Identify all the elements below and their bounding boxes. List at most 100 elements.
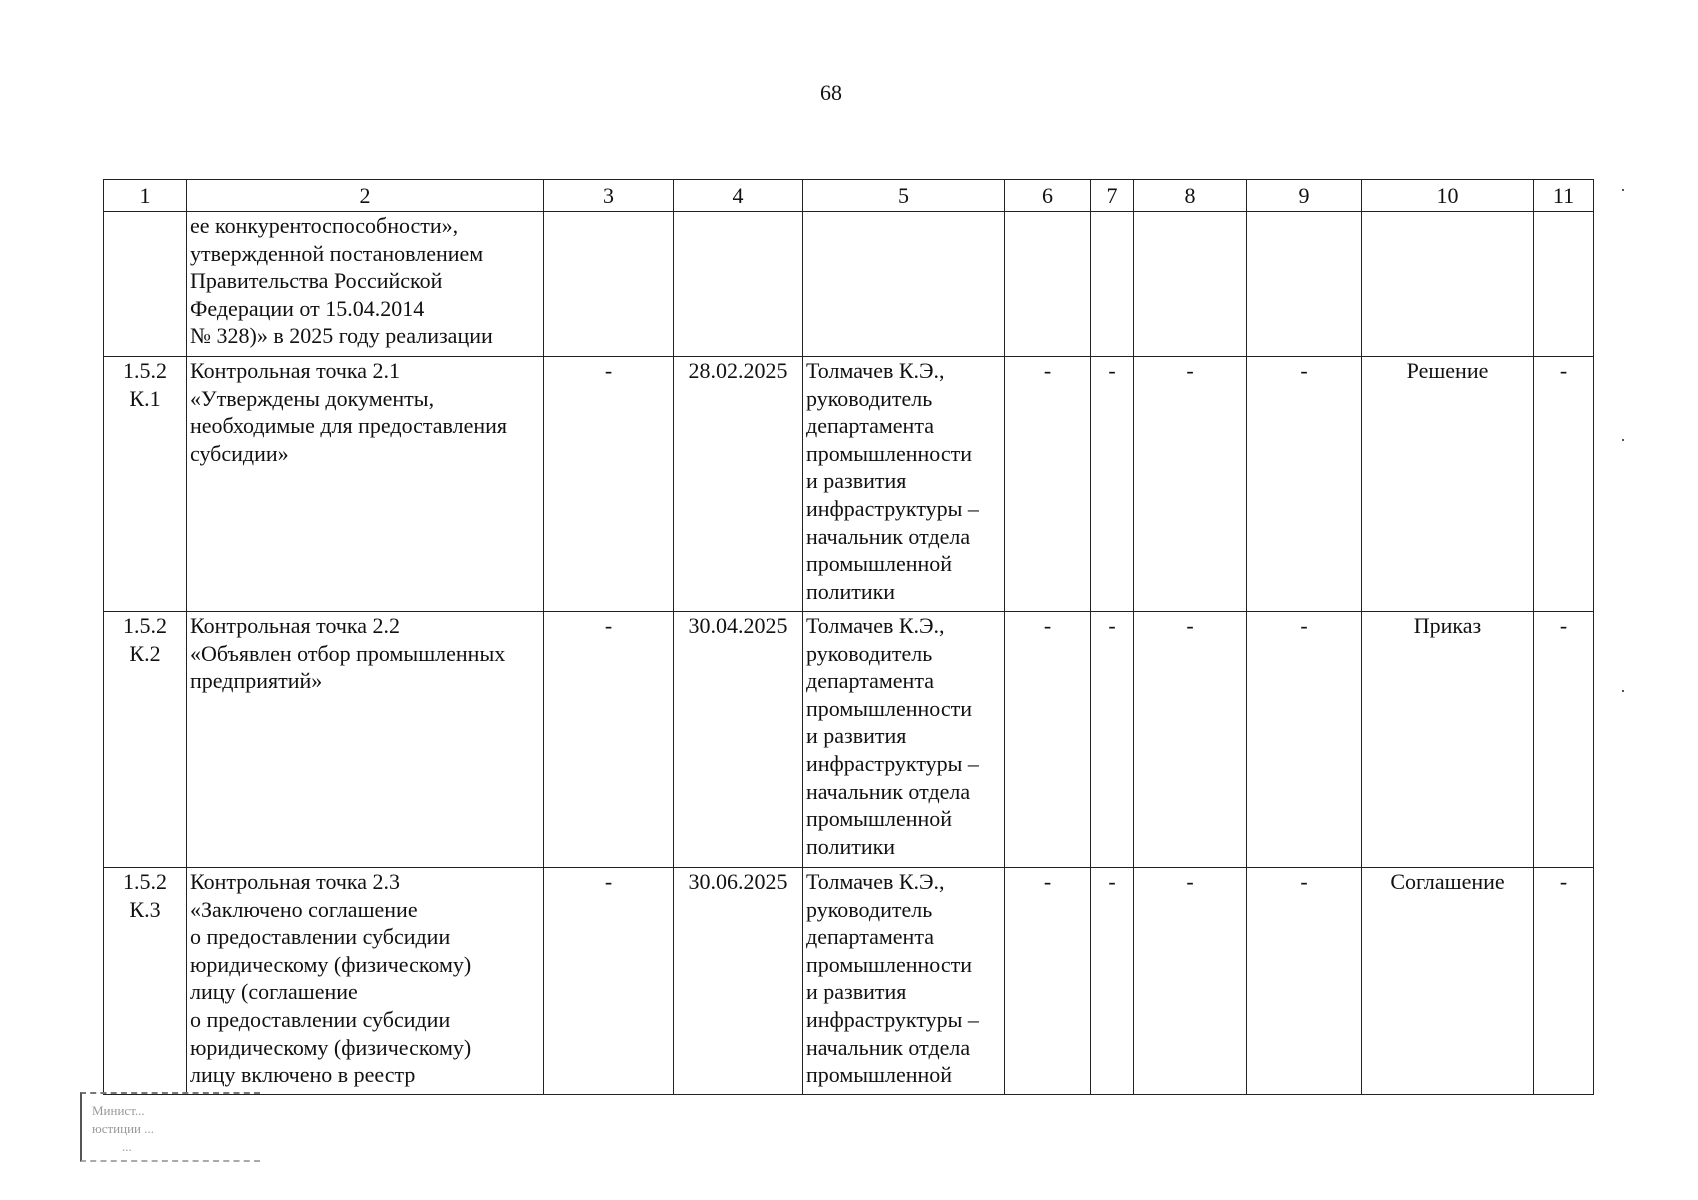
page-number: 68 <box>820 80 842 105</box>
cell-text: - <box>1186 869 1194 894</box>
column-header: 2 <box>186 179 544 212</box>
cell-text: 1.5.2 К.2 <box>123 613 167 666</box>
cell-text: Приказ <box>1413 613 1482 638</box>
header-row: 1 2 3 4 5 6 7 8 9 10 11 <box>103 179 1594 212</box>
table-cell: - <box>543 867 674 1095</box>
cell-text: - <box>1559 869 1568 894</box>
table-cell: - <box>1533 611 1594 868</box>
scan-speck <box>1622 439 1624 441</box>
column-header: 7 <box>1090 179 1134 212</box>
cell-text: Контрольная точка 2.3 «Заключено соглаше… <box>190 869 472 1088</box>
cell-text: - <box>604 613 613 638</box>
cell-text: - <box>1300 869 1308 894</box>
column-header: 9 <box>1246 179 1362 212</box>
table-cell: - <box>1090 611 1134 868</box>
table-cell <box>1533 211 1594 357</box>
cell-text: - <box>1108 613 1116 638</box>
cell-text: - <box>1043 358 1052 383</box>
scan-speck <box>1622 690 1624 692</box>
table-cell <box>1090 211 1134 357</box>
table-cell: Контрольная точка 2.3 «Заключено соглаше… <box>186 867 544 1095</box>
table-cell <box>1361 211 1534 357</box>
cell-text: Контрольная точка 2.2 «Объявлен отбор пр… <box>190 613 506 694</box>
cell-text: - <box>1043 869 1052 894</box>
table-cell <box>543 211 674 357</box>
table-cell <box>1004 211 1091 357</box>
stamp-line: ... <box>122 1139 132 1154</box>
table-cell: - <box>1246 611 1362 868</box>
schedule-table: 1 2 3 4 5 6 7 8 9 10 11 ее конкурентоспособности», … <box>103 179 1594 1095</box>
table-row: 1.5.2 К.1 Контрольная точка 2.1 «Утвержде… <box>103 356 1594 612</box>
table-cell: Толмачев К.Э., руководитель департамента… <box>802 867 1005 1095</box>
table-cell: - <box>1004 356 1091 612</box>
cell-text: - <box>604 358 613 383</box>
table-cell: 30.04.2025 <box>673 611 803 868</box>
column-header: 3 <box>543 179 674 212</box>
column-header: 11 <box>1533 179 1594 212</box>
table-cell: 1.5.2 К.2 <box>103 611 187 868</box>
cell-text: 1.5.2 К.1 <box>123 358 167 411</box>
table-cell: 30.06.2025 <box>673 867 803 1095</box>
cell-text: - <box>604 869 613 894</box>
cell-text: 1.5.2 К.3 <box>123 869 167 922</box>
cell-text: Решение <box>1406 358 1489 383</box>
table-cell: - <box>1246 356 1362 612</box>
table-cell: Толмачев К.Э., руководитель департамента… <box>802 611 1005 868</box>
table-cell: - <box>1533 867 1594 1095</box>
table-cell: - <box>1090 356 1134 612</box>
table-cell: 1.5.2 К.3 <box>103 867 187 1095</box>
stamp-line: Минист... <box>92 1103 145 1118</box>
table-cell <box>673 211 803 357</box>
table-cell: Приказ <box>1361 611 1534 868</box>
cell-text: - <box>1300 358 1308 383</box>
column-header: 1 <box>103 179 187 212</box>
table-cell: - <box>1133 356 1247 612</box>
scan-speck <box>1622 189 1624 191</box>
cell-text: 30.04.2025 <box>688 613 788 638</box>
table-cell: Контрольная точка 2.2 «Объявлен отбор пр… <box>186 611 544 868</box>
cell-text: Контрольная точка 2.1 «Утверждены докуме… <box>190 358 508 466</box>
table-cell: - <box>1533 356 1594 612</box>
table-cell: - <box>543 611 674 868</box>
column-header: 4 <box>673 179 803 212</box>
table-cell: Решение <box>1361 356 1534 612</box>
table-cell: Контрольная точка 2.1 «Утверждены докуме… <box>186 356 544 612</box>
cell-text: - <box>1559 358 1568 383</box>
table-cell: - <box>1004 867 1091 1095</box>
cell-text: 30.06.2025 <box>688 869 788 894</box>
table-cell: - <box>543 356 674 612</box>
cell-text: Толмачев К.Э., руководитель департамента… <box>806 869 979 1088</box>
table-cell: Толмачев К.Э., руководитель департамента… <box>802 356 1005 612</box>
table-cell: - <box>1090 867 1134 1095</box>
cell-text: - <box>1108 869 1116 894</box>
cell-text: 28.02.2025 <box>688 358 788 383</box>
table-row: 1.5.2 К.3 Контрольная точка 2.3 «Заключен… <box>103 867 1594 1095</box>
table-cell <box>103 211 187 357</box>
table-cell: 28.02.2025 <box>673 356 803 612</box>
table-cell: - <box>1004 611 1091 868</box>
table-cell: - <box>1246 867 1362 1095</box>
cell-text: ее конкурентоспособности», утвержденной … <box>190 213 493 349</box>
table-cell: ее конкурентоспособности», утвержденной … <box>186 211 544 357</box>
cell-text: - <box>1300 613 1308 638</box>
registration-stamp: Минист... юстиции ... ... <box>80 1092 260 1162</box>
table-cell: - <box>1133 611 1247 868</box>
table-cell: - <box>1133 867 1247 1095</box>
table-cell <box>802 211 1005 357</box>
cell-text: Толмачев К.Э., руководитель департамента… <box>806 613 979 859</box>
cell-text: - <box>1043 613 1052 638</box>
cell-text: - <box>1186 613 1194 638</box>
stamp-line: юстиции ... <box>92 1121 154 1136</box>
cell-text: - <box>1559 613 1568 638</box>
table-cell <box>1246 211 1362 357</box>
cell-text: Толмачев К.Э., руководитель департамента… <box>806 358 979 604</box>
table-row: ее конкурентоспособности», утвержденной … <box>103 211 1594 357</box>
column-header: 8 <box>1133 179 1247 212</box>
column-header: 6 <box>1004 179 1091 212</box>
cell-text: - <box>1186 358 1194 383</box>
table-cell: Соглашение <box>1361 867 1534 1095</box>
column-header: 10 <box>1361 179 1534 212</box>
table-cell: 1.5.2 К.1 <box>103 356 187 612</box>
column-header: 5 <box>802 179 1005 212</box>
cell-text: - <box>1108 358 1116 383</box>
